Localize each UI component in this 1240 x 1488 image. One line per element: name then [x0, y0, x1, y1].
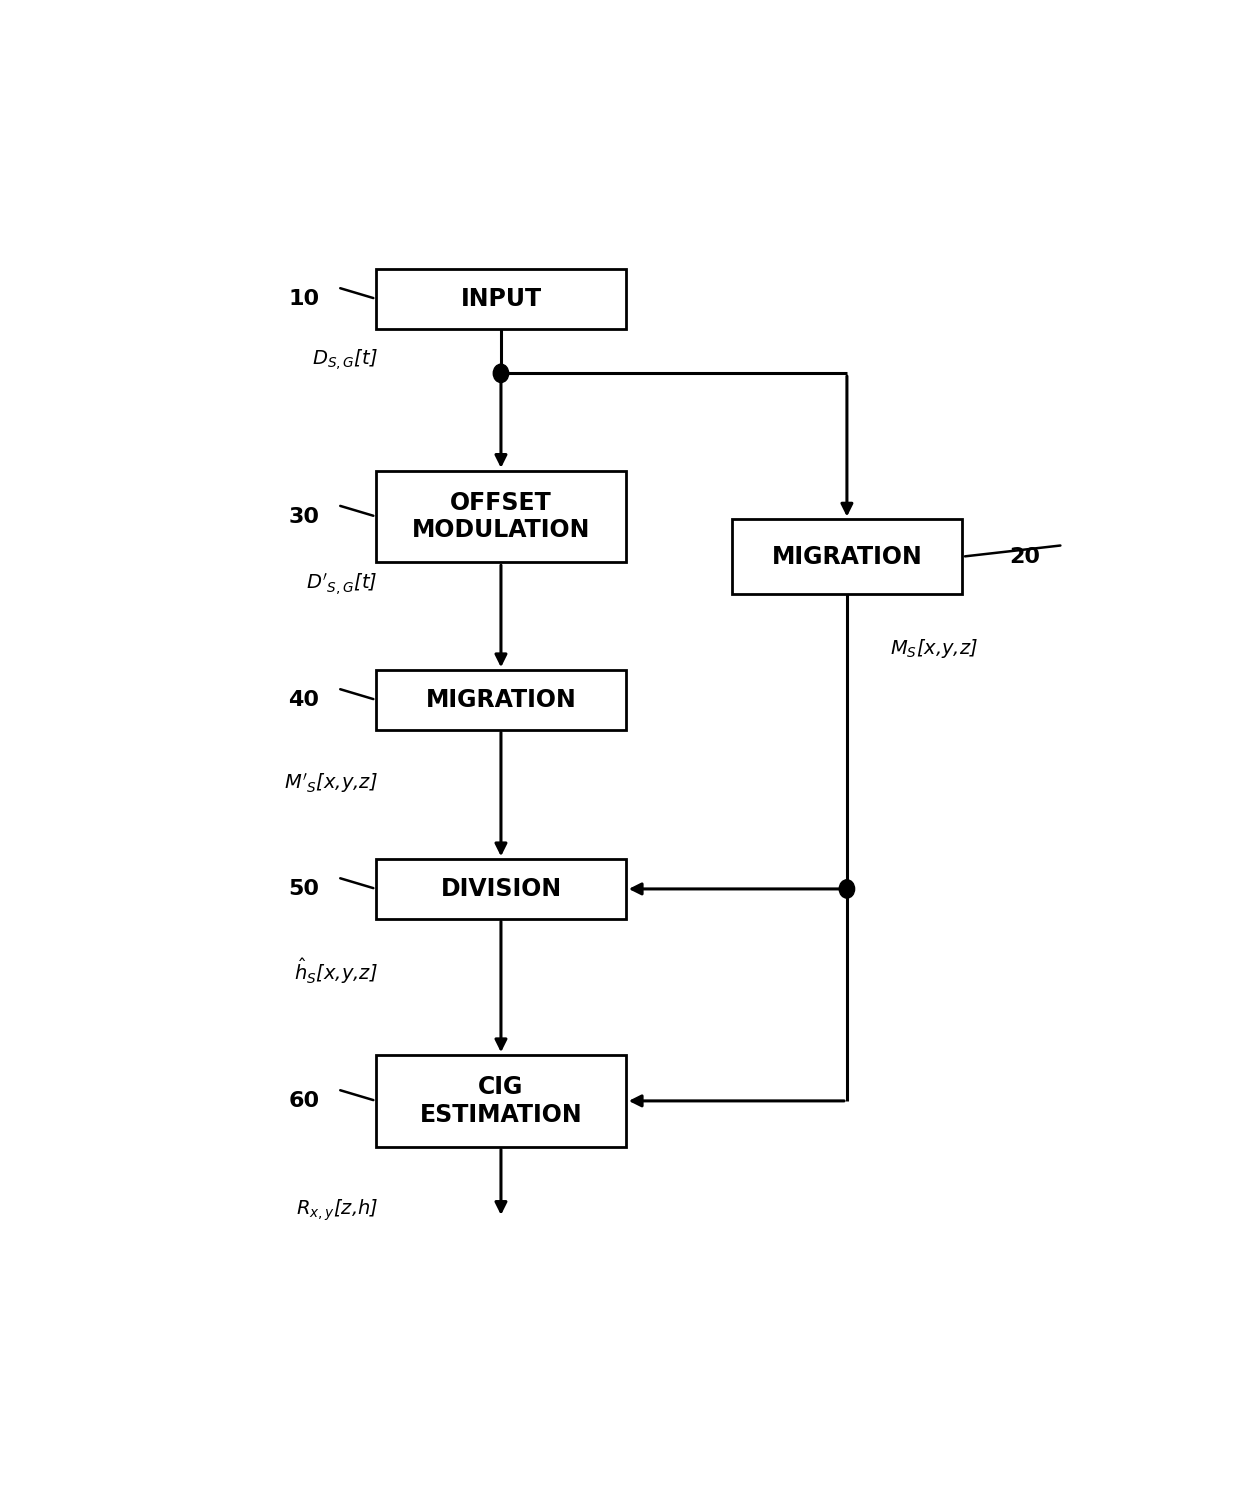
Ellipse shape	[839, 879, 854, 899]
Text: $D_{S,G}$[t]: $D_{S,G}$[t]	[312, 347, 378, 372]
Bar	[732, 519, 962, 594]
Text: $M'_S$[x,y,z]: $M'_S$[x,y,z]	[284, 771, 378, 795]
Bar	[376, 670, 626, 729]
Text: $R_{x,y}$[z,h]: $R_{x,y}$[z,h]	[295, 1198, 378, 1223]
Bar	[376, 1055, 626, 1147]
Text: 30: 30	[289, 506, 320, 527]
Text: $M_S$[x,y,z]: $M_S$[x,y,z]	[890, 637, 978, 659]
Text: $D'_{S,G}$[t]: $D'_{S,G}$[t]	[306, 571, 378, 597]
Text: DIVISION: DIVISION	[440, 876, 562, 900]
Text: INPUT: INPUT	[460, 287, 542, 311]
Text: MIGRATION: MIGRATION	[425, 687, 577, 711]
Text: 40: 40	[289, 690, 320, 710]
Text: 10: 10	[289, 289, 320, 310]
Text: 60: 60	[289, 1091, 320, 1112]
Text: OFFSET
MODULATION: OFFSET MODULATION	[412, 491, 590, 543]
Text: $\hat{h}_S$[x,y,z]: $\hat{h}_S$[x,y,z]	[294, 957, 378, 987]
Bar	[376, 269, 626, 329]
Bar	[376, 859, 626, 918]
Text: 50: 50	[289, 879, 320, 899]
Text: MIGRATION: MIGRATION	[771, 545, 923, 568]
Bar	[376, 470, 626, 562]
Text: 20: 20	[1009, 546, 1040, 567]
Ellipse shape	[494, 365, 508, 382]
Text: CIG
ESTIMATION: CIG ESTIMATION	[419, 1074, 583, 1126]
